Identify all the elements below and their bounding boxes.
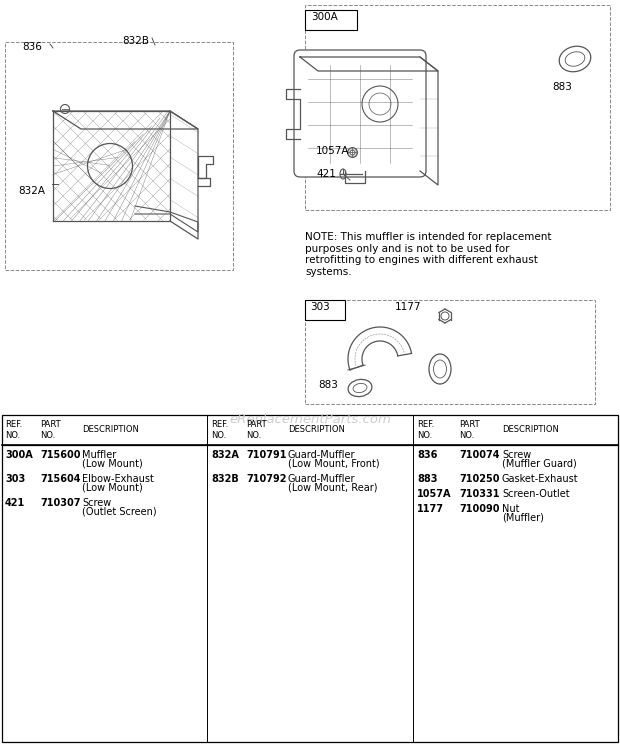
Text: 715604: 715604	[40, 474, 81, 484]
Text: 832A: 832A	[18, 186, 45, 196]
Text: Elbow-Exhaust: Elbow-Exhaust	[82, 474, 154, 484]
Text: Nut: Nut	[502, 504, 520, 514]
Text: (Muffler): (Muffler)	[502, 513, 544, 523]
Bar	[305, 300, 595, 404]
Text: 832B: 832B	[122, 36, 149, 46]
Text: PART
NO.: PART NO.	[459, 420, 480, 440]
Text: 715600: 715600	[40, 450, 81, 460]
Text: PART
NO.: PART NO.	[40, 420, 61, 440]
Text: 1057A: 1057A	[316, 146, 350, 156]
FancyBboxPatch shape	[294, 50, 426, 177]
Text: 1057A: 1057A	[417, 489, 451, 499]
Text: 1177: 1177	[395, 302, 422, 312]
Text: Muffler: Muffler	[82, 450, 117, 460]
Text: 303: 303	[310, 302, 330, 312]
Text: (Outlet Screen): (Outlet Screen)	[82, 507, 157, 517]
Text: PART
NO.: PART NO.	[246, 420, 267, 440]
Text: DESCRIPTION: DESCRIPTION	[82, 426, 139, 434]
Text: REF.
NO.: REF. NO.	[5, 420, 22, 440]
Text: 710791: 710791	[246, 450, 286, 460]
Text: 832A: 832A	[211, 450, 239, 460]
Text: (Low Mount): (Low Mount)	[82, 483, 143, 493]
Text: 832B: 832B	[211, 474, 239, 484]
Text: 300A: 300A	[311, 12, 338, 22]
Text: Screw: Screw	[82, 498, 111, 508]
Text: 710307: 710307	[40, 498, 81, 508]
Text: 836: 836	[22, 42, 42, 52]
Text: 883: 883	[318, 380, 338, 390]
Text: 300A: 300A	[5, 450, 33, 460]
Text: DESCRIPTION: DESCRIPTION	[502, 426, 559, 434]
Text: eReplacementParts.com: eReplacementParts.com	[229, 412, 391, 426]
Text: DESCRIPTION: DESCRIPTION	[288, 426, 345, 434]
Text: 883: 883	[552, 82, 572, 92]
Text: 710090: 710090	[459, 504, 500, 514]
Text: (Low Mount): (Low Mount)	[82, 459, 143, 469]
Text: 710074: 710074	[459, 450, 500, 460]
Bar	[5, 42, 233, 270]
Bar	[305, 10, 357, 30]
Text: (Low Mount, Rear): (Low Mount, Rear)	[288, 483, 378, 493]
Text: REF.
NO.: REF. NO.	[417, 420, 434, 440]
Text: 710792: 710792	[246, 474, 286, 484]
Text: 303: 303	[5, 474, 25, 484]
Text: Guard-Muffler: Guard-Muffler	[288, 474, 355, 484]
Bar	[305, 5, 610, 210]
Bar	[305, 300, 345, 320]
Text: (Low Mount, Front): (Low Mount, Front)	[288, 459, 379, 469]
Text: 710331: 710331	[459, 489, 500, 499]
Text: 883: 883	[417, 474, 438, 484]
Text: Gasket-Exhaust: Gasket-Exhaust	[502, 474, 578, 484]
Text: Screen-Outlet: Screen-Outlet	[502, 489, 570, 499]
Text: NOTE: This muffler is intended for replacement
purposes only and is not to be us: NOTE: This muffler is intended for repla…	[305, 232, 552, 277]
Bar	[2, 415, 618, 742]
Text: (Muffler Guard): (Muffler Guard)	[502, 459, 577, 469]
Text: Screw: Screw	[502, 450, 531, 460]
Text: 836: 836	[417, 450, 437, 460]
Text: Guard-Muffler: Guard-Muffler	[288, 450, 355, 460]
Text: REF.
NO.: REF. NO.	[211, 420, 228, 440]
Text: 421: 421	[5, 498, 25, 508]
Text: 710250: 710250	[459, 474, 500, 484]
Text: 1177: 1177	[417, 504, 444, 514]
Text: 421: 421	[316, 169, 336, 179]
